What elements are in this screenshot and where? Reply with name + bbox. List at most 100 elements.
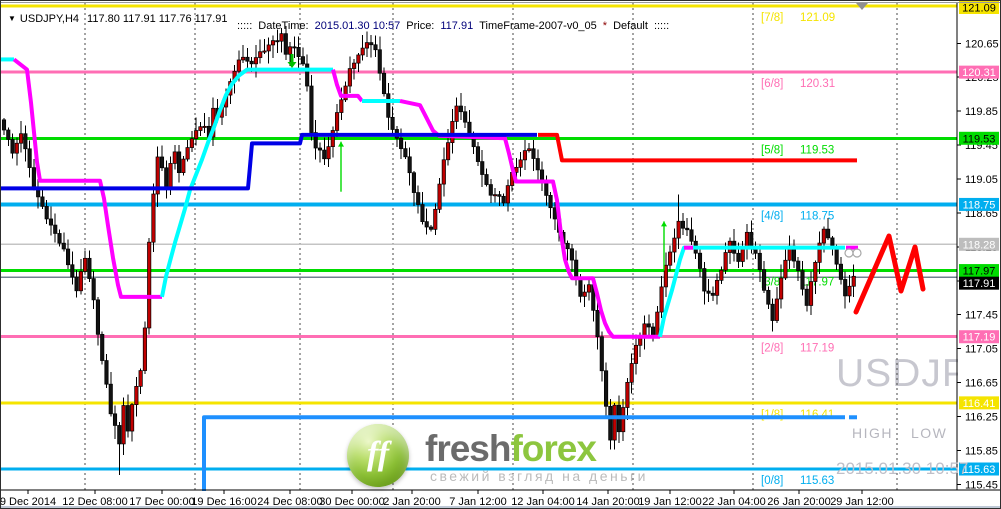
candle-bear	[834, 248, 839, 265]
candle-bull	[360, 47, 365, 56]
candle-bull	[330, 130, 335, 147]
candle-bull	[505, 185, 510, 204]
candle-bear	[10, 139, 15, 154]
step-indicator-segment	[331, 69, 364, 103]
candle-bear	[23, 133, 28, 150]
logo-brand: freshforex	[425, 428, 597, 470]
candle-bull	[236, 59, 241, 72]
candle-bear	[424, 221, 429, 228]
candle-bear	[749, 231, 754, 248]
bright-blue-support-line	[202, 415, 845, 501]
price-label: Price:	[406, 20, 435, 32]
candle-bull	[446, 142, 451, 161]
time-tick-label: 7 Jan 12:00	[449, 496, 507, 508]
candle-bear	[104, 360, 109, 385]
candle-bear	[313, 132, 318, 149]
murrey-label-frac: [0/8]	[761, 475, 783, 487]
candle-bear	[501, 195, 506, 204]
candle-bear	[177, 151, 182, 174]
candle-bull	[172, 151, 177, 164]
candle-bear	[548, 195, 553, 209]
candle-bear	[544, 181, 549, 196]
candle-bull	[343, 85, 348, 101]
candle-bull	[185, 147, 190, 160]
candle-bull	[253, 57, 258, 65]
candle-bull	[258, 51, 263, 58]
candle-bear	[702, 268, 707, 292]
candle-bull	[633, 344, 639, 364]
timeframe-label: TimeFrame-2007-v0_05	[479, 20, 597, 32]
candle-bull	[181, 158, 186, 174]
price-badge	[959, 276, 999, 290]
candle-bear	[757, 252, 762, 271]
ohlc-values: 117.80 117.91 117.76 117.91	[87, 13, 228, 25]
candle-bear	[428, 226, 434, 230]
candle-bull	[851, 275, 856, 287]
price-badge-label: 117.91	[963, 278, 996, 290]
candle-bull	[527, 148, 532, 151]
time-tick-label: 9 Dec 2014	[0, 496, 56, 508]
murrey-label-value: 117.97	[800, 277, 834, 289]
candle-bear	[796, 260, 801, 271]
candle-bear	[381, 72, 387, 95]
symbol-dropdown-icon[interactable]: ▼	[8, 14, 16, 23]
candle-bear	[65, 248, 71, 266]
candle-bear	[838, 263, 843, 280]
candle-bear	[95, 299, 100, 335]
price-axis-bg	[958, 0, 1001, 509]
candle-bull	[347, 68, 352, 87]
candle-bull	[518, 159, 523, 168]
candle-bear	[27, 148, 32, 168]
high-watermark: HIGH	[852, 425, 893, 441]
candle-bear	[565, 242, 570, 250]
price-tick-label: 115.45	[965, 479, 998, 491]
candle-bull	[450, 121, 455, 144]
candle-bear	[1, 119, 7, 131]
candle-bear	[475, 146, 481, 162]
step-indicator-segment	[658, 245, 845, 338]
candle-bear	[531, 148, 536, 159]
candle-bear	[480, 161, 485, 175]
time-tick-label: 12 Dec 08:00	[62, 496, 127, 508]
candle-bear	[403, 148, 408, 158]
candle-bear	[322, 149, 327, 160]
candle-bear	[608, 405, 613, 441]
candle-bear	[697, 252, 703, 269]
price-badge	[959, 131, 999, 145]
candle-bear	[6, 129, 11, 140]
logo-brand-fresh: fresh	[425, 428, 511, 469]
price-tick-label: 116.65	[965, 378, 998, 390]
candle-bull	[808, 281, 814, 306]
candle-bull	[198, 126, 203, 131]
candle-bear	[87, 257, 92, 279]
candle-bear	[843, 279, 848, 297]
candle-bear	[305, 63, 310, 87]
time-tick-label: 19 Dec 16:00	[191, 496, 256, 508]
price-badge	[959, 237, 999, 251]
candle-bear	[40, 196, 45, 207]
candle-bear	[484, 174, 489, 185]
price-badge-label: 119.53	[963, 133, 996, 145]
candle-bull	[279, 33, 284, 42]
candle-bull	[266, 44, 271, 52]
candle-bull	[19, 133, 24, 144]
candle-bear	[420, 204, 425, 222]
candle-bull	[663, 264, 668, 288]
logo-sphere-icon: ff	[347, 424, 409, 487]
candle-bull	[437, 183, 442, 210]
candle-bull	[356, 54, 361, 64]
murrey-label-value: 119.53	[800, 144, 834, 156]
logo-monogram: ff	[366, 434, 390, 472]
candle-bull	[582, 291, 587, 297]
candle-bear	[762, 269, 767, 291]
candle-bull	[335, 112, 340, 131]
candle-bear	[595, 309, 600, 338]
murrey-label-frac: [6/8]	[761, 78, 783, 90]
murrey-label-frac: [2/8]	[761, 343, 783, 355]
candle-bear	[680, 220, 685, 229]
price-badge-label: 116.41	[963, 398, 996, 410]
symbol-title: USDJPY,H4	[19, 13, 80, 25]
murrey-label-value: 120.31	[800, 78, 835, 90]
